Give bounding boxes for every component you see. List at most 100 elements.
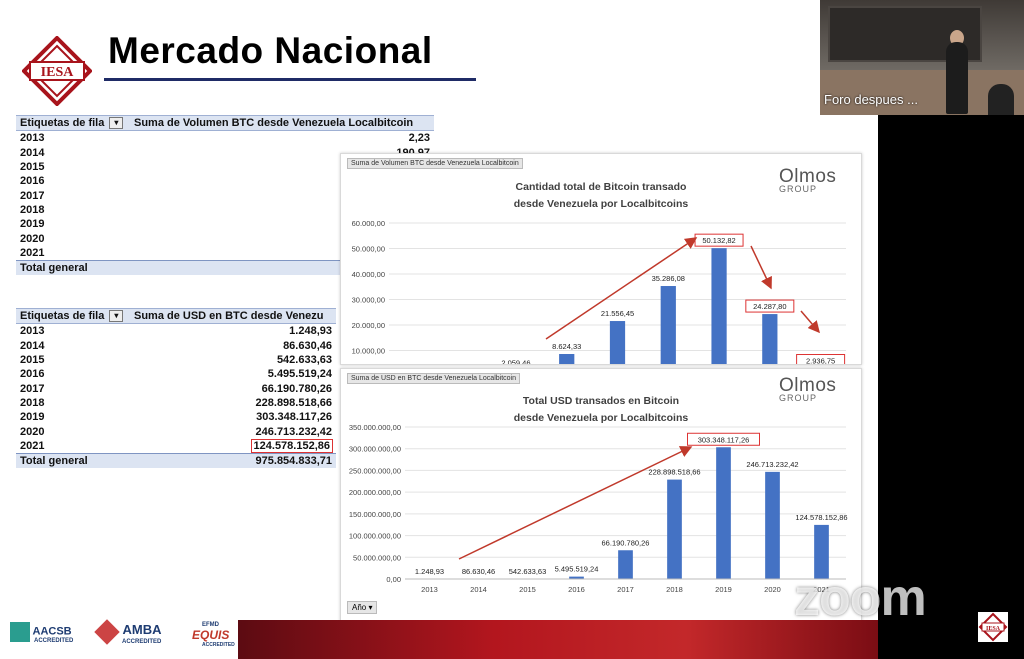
olmos-group-logo: Olmos GROUP bbox=[779, 166, 837, 194]
sum-header: Suma de USD en BTC desde Venezu bbox=[130, 307, 336, 325]
data-label: 542.633,63 bbox=[509, 567, 547, 576]
chart-plot: 0,00 50.000.000,00 100.000.000,00 150.000.0… bbox=[349, 423, 848, 594]
row-value-text: 1.248,93 bbox=[289, 325, 332, 338]
y-tick-label: 40.000,00 bbox=[352, 270, 385, 279]
row-value-text: 86.630,46 bbox=[283, 339, 332, 352]
row-year: 2015 bbox=[20, 354, 45, 367]
row-value-text: 2,23 bbox=[408, 132, 430, 145]
row-labels-header: Etiquetas de fila bbox=[20, 117, 105, 130]
y-tick-label: 20.000,00 bbox=[352, 321, 385, 330]
bar-2017[interactable] bbox=[618, 550, 633, 579]
row-value: 1.248,93 bbox=[130, 324, 336, 339]
bar-2020[interactable] bbox=[762, 314, 778, 364]
bar-2019[interactable] bbox=[716, 447, 731, 579]
btc-volume-chart[interactable]: Suma de Volumen BTC desde Venezuela Loca… bbox=[340, 153, 862, 365]
y-tick-label: 0,00 bbox=[386, 575, 401, 584]
data-label: 50.132,82 bbox=[702, 236, 735, 245]
data-label: 246.713.232,42 bbox=[746, 460, 798, 469]
chart-title: Total USD transados en Bitcoin desde Ven… bbox=[513, 395, 689, 424]
row-value-text: 5.495.519,24 bbox=[267, 368, 332, 381]
row-value: 542.633,63 bbox=[130, 353, 336, 367]
data-label: 8.624,33 bbox=[552, 342, 581, 351]
iesa-mini-logo: IESA bbox=[978, 612, 1008, 642]
sum-header: Suma de Volumen BTC desde Venezuela Loca… bbox=[130, 114, 434, 132]
data-label: 21.556,45 bbox=[601, 309, 634, 318]
equis-badge: EFMD EQUIS ACCREDITED bbox=[192, 622, 235, 648]
data-label: 303.348.117,26 bbox=[698, 435, 750, 444]
row-year: 2017 bbox=[20, 382, 45, 395]
filter-dropdown-icon[interactable]: ▾ bbox=[109, 117, 124, 130]
trend-arrow-down bbox=[750, 245, 772, 290]
row-value: 228.898.518,66 bbox=[130, 396, 336, 410]
x-tick-label: 2019 bbox=[715, 585, 732, 594]
x-tick-label: 2017 bbox=[617, 585, 634, 594]
total-label: Total general bbox=[16, 259, 130, 276]
chart-field-tag: Suma de Volumen BTC desde Venezuela Loca… bbox=[347, 158, 523, 169]
x-tick-label: 2013 bbox=[421, 585, 438, 594]
chart-field-tag: Suma de USD en BTC desde Venezuela Local… bbox=[347, 373, 520, 384]
row-year: 2019 bbox=[20, 218, 45, 231]
bar-2020[interactable] bbox=[765, 471, 780, 579]
total-row: Total general 975.854.833,71 bbox=[16, 452, 336, 469]
bar-2016[interactable] bbox=[569, 576, 584, 579]
row-year: 2016 bbox=[20, 368, 45, 381]
bar-2017[interactable] bbox=[609, 321, 626, 364]
data-label: 124.578.152,86 bbox=[795, 513, 847, 522]
table-row: 2015 542.633,63 bbox=[16, 353, 336, 367]
x-tick-label: 2018 bbox=[666, 585, 683, 594]
table-row: 2020 246.713.232,42 bbox=[16, 424, 336, 438]
y-tick-label: 250.000.000,00 bbox=[349, 466, 401, 475]
row-year: 2021 bbox=[20, 246, 45, 259]
bar-2016[interactable] bbox=[559, 354, 575, 364]
black-panel bbox=[878, 115, 1024, 659]
y-tick-label: 10.000,00 bbox=[352, 347, 385, 356]
y-tick-label: 350.000.000,00 bbox=[349, 423, 401, 432]
y-tick-label: 200.000.000,00 bbox=[349, 488, 401, 497]
y-tick-label: 50.000.000,00 bbox=[353, 553, 401, 562]
row-year: 2014 bbox=[20, 339, 45, 352]
row-value: 66.190.780,26 bbox=[130, 381, 336, 395]
row-year: 2017 bbox=[20, 189, 45, 202]
participant-video-tile[interactable]: Foro despues ... bbox=[820, 0, 1024, 115]
row-value: 124.578.152,86 bbox=[130, 438, 336, 454]
zoom-watermark: zoom bbox=[794, 569, 927, 627]
data-label: 228.898.518,66 bbox=[648, 468, 700, 477]
y-tick-label: 60.000,00 bbox=[352, 219, 385, 228]
svg-text:IESA: IESA bbox=[986, 626, 1001, 632]
y-tick-label: 100.000.000,00 bbox=[349, 532, 401, 541]
chart-plot: 10.000,00 20.000,00 30.000,00 40.000,00 50.0… bbox=[352, 219, 846, 364]
trend-arrow-down bbox=[800, 310, 820, 334]
row-year: 2013 bbox=[20, 325, 45, 338]
row-value-text: 246.713.232,42 bbox=[255, 425, 332, 438]
x-tick-label: 2016 bbox=[568, 585, 585, 594]
highlight-box bbox=[796, 354, 846, 364]
speaker-figure bbox=[946, 42, 968, 114]
y-tick-label: 50.000,00 bbox=[352, 245, 385, 254]
bar-2019[interactable] bbox=[711, 248, 727, 364]
row-value: 86.630,46 bbox=[130, 339, 336, 353]
aacsb-badge: AACSB ACCREDITED bbox=[10, 622, 73, 644]
data-label: 2.936,75 bbox=[806, 357, 835, 364]
year-field-button[interactable]: Año ▾ bbox=[347, 601, 378, 614]
filter-dropdown-icon[interactable]: ▾ bbox=[109, 310, 124, 323]
row-year: 2018 bbox=[20, 203, 45, 216]
bar-2018[interactable] bbox=[660, 286, 676, 364]
iesa-logo: IESA bbox=[22, 36, 92, 106]
table-row: 2013 2,23 bbox=[16, 131, 434, 146]
total-label: Total general bbox=[16, 452, 130, 469]
presentation-slide: IESA Mercado Nacional Etiquetas de fila … bbox=[0, 0, 878, 659]
pivot-table-usd: Etiquetas de fila ▾ Suma de USD en BTC d… bbox=[16, 307, 336, 469]
row-value-text: 303.348.117,26 bbox=[256, 411, 332, 424]
usd-volume-chart[interactable]: Suma de USD en BTC desde Venezuela Local… bbox=[340, 368, 862, 622]
highlight-box bbox=[687, 432, 760, 446]
row-value: 5.495.519,24 bbox=[130, 367, 336, 381]
data-label: 35.286,08 bbox=[652, 274, 685, 283]
row-value-text: 542.633,63 bbox=[276, 354, 332, 367]
page-title: Mercado Nacional bbox=[108, 30, 433, 71]
row-year: 2014 bbox=[20, 146, 45, 159]
bar-2018[interactable] bbox=[667, 479, 682, 579]
bar-2021[interactable] bbox=[814, 524, 829, 579]
row-year: 2019 bbox=[20, 411, 45, 424]
row-year: 2021 bbox=[20, 439, 45, 452]
table-row: 2021 124.578.152,86 bbox=[16, 438, 336, 454]
